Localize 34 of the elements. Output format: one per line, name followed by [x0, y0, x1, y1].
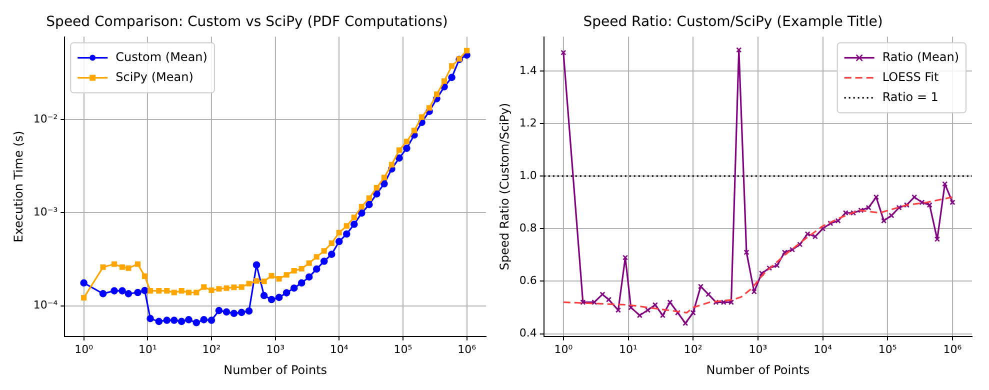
x-tick-label: 10⁰: [74, 342, 94, 356]
y-tick-label: 0.6: [519, 274, 537, 288]
x-axis-title: Number of Points: [224, 362, 328, 377]
x-tick-label: 10¹: [619, 342, 638, 356]
legend-label: Ratio = 1: [882, 90, 938, 104]
y-axis-title: Speed Ratio (Custom/SciPy): [497, 102, 512, 270]
x-tick-label: 10³: [266, 342, 285, 356]
x-tick-label: 10⁰: [554, 342, 574, 356]
x-tick-label: 10⁴: [330, 342, 349, 356]
y-tick-label: 1.2: [519, 116, 537, 130]
x-tick-label: 10⁴: [814, 342, 833, 356]
y-tick-label: 0.4: [519, 326, 537, 340]
y-axis-title: Execution Time (s): [11, 130, 26, 242]
y-tick-label: 10⁻²: [33, 112, 58, 126]
x-tick-label: 10⁵: [878, 342, 897, 356]
legend-label: LOESS Fit: [882, 70, 940, 84]
legend-label: Custom (Mean): [116, 50, 208, 64]
legend-label: SciPy (Mean): [116, 70, 194, 84]
x-tick-label: 10⁵: [394, 342, 412, 356]
x-tick-label: 10²: [684, 342, 702, 356]
chart-title: Speed Ratio: Custom/SciPy (Example Title): [583, 14, 883, 30]
y-tick-label: 1.0: [519, 168, 537, 182]
y-tick-label: 0.8: [519, 222, 537, 235]
x-tick-label: 10¹: [138, 342, 157, 356]
y-tick-label: 1.4: [519, 64, 537, 77]
y-tick-label: 10⁻⁴: [33, 298, 58, 312]
chart-title: Speed Comparison: Custom vs SciPy (PDF Computations): [46, 14, 448, 30]
x-tick-label: 10²: [202, 342, 221, 356]
x-tick-label: 10⁶: [458, 342, 477, 356]
y-tick-label: 10⁻³: [33, 205, 58, 218]
x-tick-label: 10⁶: [943, 342, 962, 356]
x-axis-title: Number of Points: [706, 362, 810, 377]
x-tick-label: 10³: [748, 342, 768, 356]
legend-label: Ratio (Mean): [882, 50, 960, 64]
